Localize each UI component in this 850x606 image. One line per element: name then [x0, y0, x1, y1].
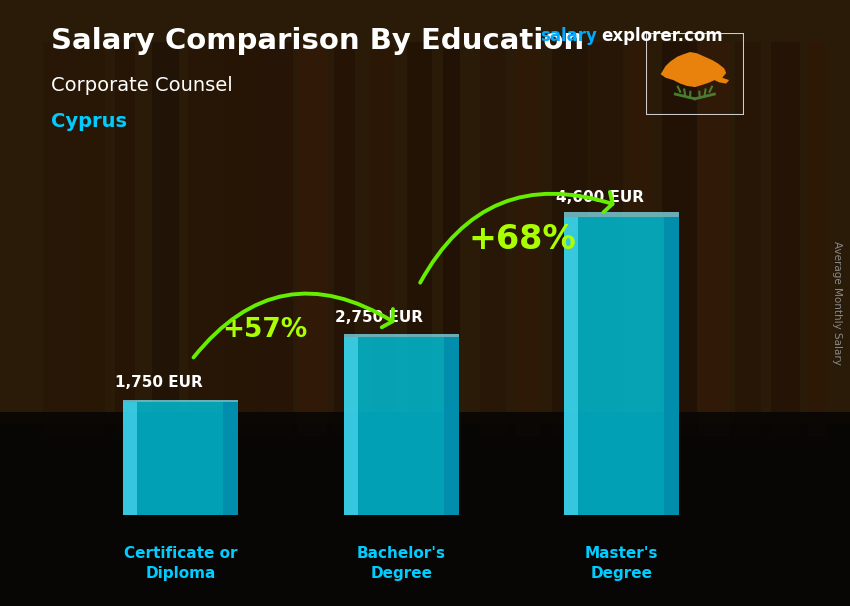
Bar [564, 211, 679, 217]
Bar [0, 0, 850, 424]
Bar [344, 334, 458, 337]
Bar [123, 402, 238, 515]
Bar [771, 42, 804, 436]
Text: Average Monthly Salary: Average Monthly Salary [832, 241, 842, 365]
Bar [444, 337, 458, 515]
Bar [0, 412, 850, 606]
Bar [479, 42, 501, 436]
Bar [734, 42, 755, 436]
Text: 2,750 EUR: 2,750 EUR [335, 310, 423, 325]
Bar [152, 42, 176, 436]
Polygon shape [660, 52, 729, 87]
Text: Corporate Counsel: Corporate Counsel [51, 76, 233, 95]
Bar [626, 42, 651, 436]
Bar [516, 42, 551, 436]
Bar [808, 42, 843, 436]
Text: Salary Comparison By Education: Salary Comparison By Education [51, 27, 584, 55]
Bar [564, 217, 679, 515]
Text: 4,600 EUR: 4,600 EUR [556, 190, 643, 205]
Bar [42, 42, 67, 436]
Bar [443, 42, 474, 436]
Text: +68%: +68% [468, 223, 576, 256]
Text: +57%: +57% [222, 318, 307, 344]
Bar [0, 424, 850, 606]
Bar [224, 402, 238, 515]
Bar [344, 337, 358, 515]
Bar [371, 42, 407, 436]
Bar [664, 217, 679, 515]
Bar [662, 42, 689, 436]
Bar [224, 42, 244, 436]
Bar [344, 337, 458, 515]
Bar [552, 42, 588, 436]
Text: Master's
Degree: Master's Degree [585, 546, 659, 581]
Bar [564, 217, 578, 515]
Bar [589, 42, 625, 436]
Bar [116, 42, 150, 436]
Bar [407, 42, 444, 436]
Bar [298, 42, 334, 436]
Bar [698, 42, 732, 436]
Bar [123, 400, 238, 402]
Text: Bachelor's
Degree: Bachelor's Degree [357, 546, 445, 581]
Bar [261, 42, 293, 436]
Text: Certificate or
Diploma: Certificate or Diploma [124, 546, 237, 581]
Text: explorer.com: explorer.com [601, 27, 722, 45]
Text: Cyprus: Cyprus [51, 112, 127, 131]
Text: salary: salary [540, 27, 597, 45]
Bar [123, 402, 137, 515]
Bar [334, 42, 368, 436]
Bar [79, 42, 100, 436]
Bar [188, 42, 219, 436]
Text: 1,750 EUR: 1,750 EUR [115, 375, 202, 390]
